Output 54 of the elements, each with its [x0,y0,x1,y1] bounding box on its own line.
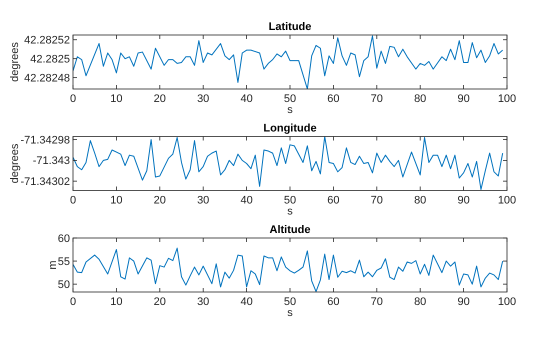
x-tick-label: 20 [154,93,166,105]
x-tick-label: 80 [414,93,426,105]
chart-title: Latitude [268,21,312,33]
x-tick-label: 10 [110,93,123,105]
y-tick-label: -71.343 [32,155,70,168]
y-axis-title: degrees [9,143,21,184]
x-tick-label: 30 [197,296,210,308]
y-axis-title: m [47,260,59,270]
x-tick-label: 100 [498,93,516,105]
x-tick-label: 60 [327,93,340,105]
x-tick-label: 20 [154,194,166,206]
x-tick-label: 100 [498,296,516,308]
x-tick-label: 90 [457,194,470,206]
x-tick-label: 50 [284,93,296,105]
x-tick-label: 90 [457,296,470,308]
y-tick-label: 60 [58,232,70,245]
x-tick-label: 40 [240,93,253,105]
x-tick-label: 40 [240,296,253,308]
chart-title: Altitude [270,224,310,236]
x-tick-label: 80 [414,296,426,308]
x-tick-label: 80 [414,194,426,206]
x-axis-title: s [287,307,294,319]
x-tick-label: 60 [327,194,340,206]
x-tick-label: 10 [110,194,123,206]
x-tick-label: 100 [498,194,516,206]
x-tick-label: 70 [370,194,383,206]
x-tick-label: 0 [70,296,76,308]
x-tick-label: 60 [327,296,340,308]
x-tick-label: 30 [197,93,210,105]
y-tick-label: 42.28248 [24,72,70,84]
x-tick-label: 50 [284,194,296,206]
x-tick-label: 30 [197,194,210,206]
x-tick-label: 50 [284,296,296,308]
x-tick-label: 20 [154,296,166,308]
x-tick-label: 0 [70,93,76,105]
x-tick-label: 70 [370,296,383,308]
y-tick-label: -71.34298 [20,134,70,146]
x-tick-label: 0 [70,194,76,206]
line-series [73,136,504,190]
y-tick-label: 42.28252 [24,34,70,47]
y-tick-label: 50 [58,279,70,292]
y-tick-label: -71.34302 [20,176,70,188]
x-tick-label: 10 [110,296,123,308]
x-tick-label: 90 [457,93,470,105]
y-tick-label: 55 [58,256,70,268]
x-axis-title: s [287,206,294,218]
y-tick-label: 42.2825 [30,54,70,66]
x-tick-label: 40 [240,194,253,206]
x-tick-label: 70 [370,93,383,105]
y-axis-title: degrees [9,42,21,82]
line-series [73,35,504,89]
line-series [73,248,504,292]
chart-title: Longitude [263,122,317,134]
x-axis-title: s [287,104,294,116]
